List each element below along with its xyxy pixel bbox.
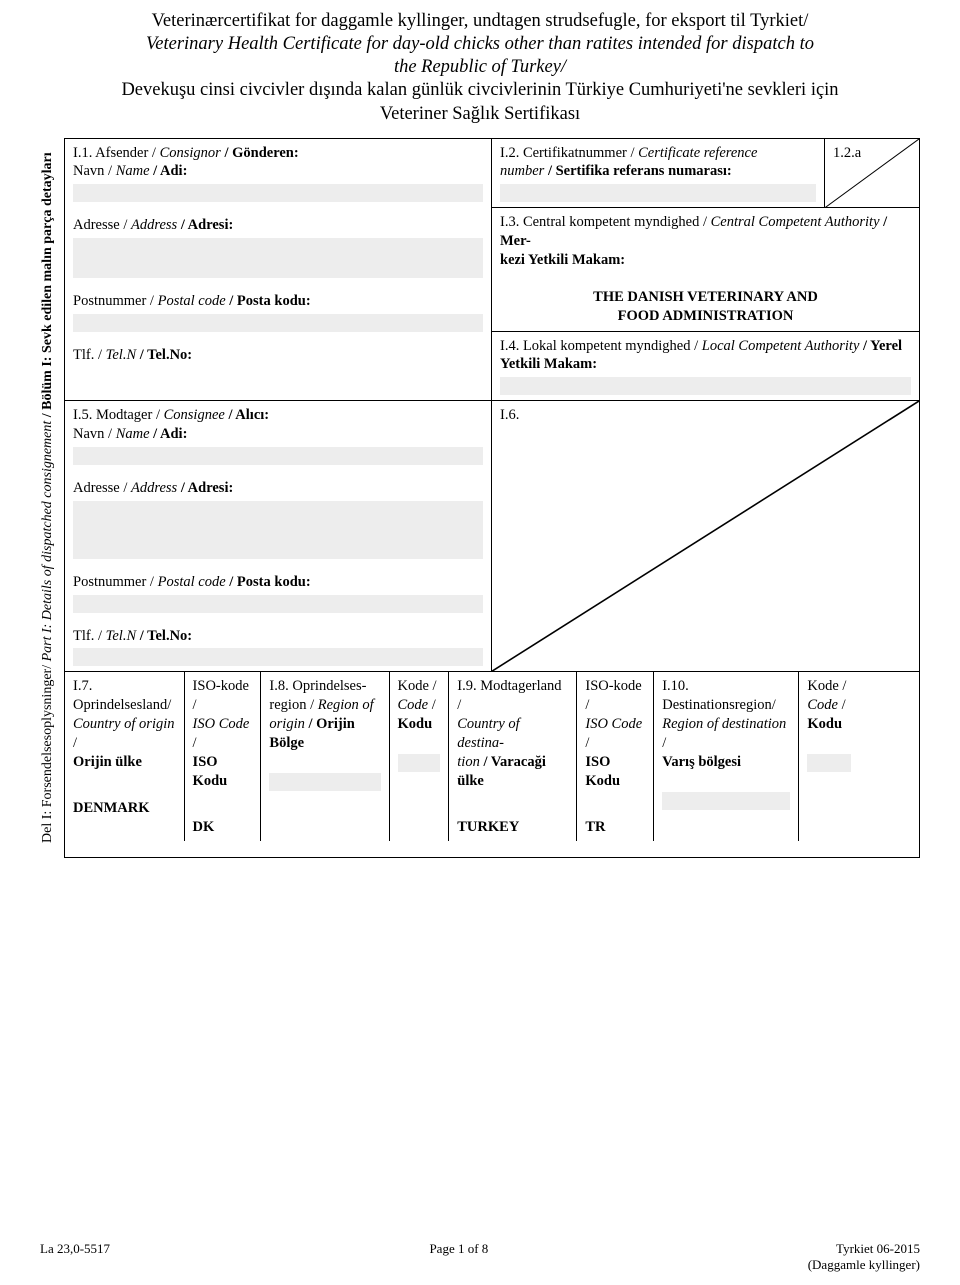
origin-country-value: DENMARK <box>73 800 176 817</box>
footer-right: Tyrkiet 06-2015 (Daggamle kyllinger) <box>808 1241 920 1273</box>
consignee-name-input[interactable] <box>73 447 483 465</box>
dest-region-input[interactable] <box>662 792 790 810</box>
cert-reference-input[interactable] <box>500 184 816 202</box>
dest-country-value: TURKEY <box>457 819 568 836</box>
dest-region-code-input[interactable] <box>807 754 851 772</box>
box-i2-cert-ref: I.2. Certifikatnummer / Certificate refe… <box>492 139 825 209</box>
sidebar-da: Del I: Forsendelsesoplysninger/ <box>40 665 55 843</box>
box-i7-iso: ISO-kode / ISO Code / ISO Kodu DK <box>185 672 262 840</box>
title-en2: the Republic of Turkey/ <box>394 57 566 77</box>
consignor-postal-input[interactable] <box>73 314 483 332</box>
title-tr1: Devekuşu cinsi civcivler dışında kalan g… <box>121 80 838 100</box>
box-i2a: 1.2.a <box>825 139 919 209</box>
box-i10-code: Kode / Code / Kodu <box>799 672 859 840</box>
box-i8-code: Kode / Code / Kodu <box>390 672 450 840</box>
origin-region-code-input[interactable] <box>398 754 441 772</box>
consignee-address-input[interactable] <box>73 501 483 559</box>
box-i5-consignee: I.5. Modtager / Consignee / Alıcı: Navn … <box>65 401 492 672</box>
consignor-address-input[interactable] <box>73 238 483 278</box>
box-i1-consignor: I.1. Afsender / Consignor / Gönderen: Na… <box>65 139 492 402</box>
title-da: Veterinærcertifikat for daggamle kylling… <box>152 11 809 31</box>
consignor-name-input[interactable] <box>73 184 483 202</box>
title-tr2: Veteriner Sağlık Sertifikası <box>380 104 580 124</box>
footer-center: Page 1 of 8 <box>429 1241 488 1273</box>
box-i9-dest-country: I.9. Modtagerland / Country of destina- … <box>449 672 577 840</box>
box-i10-dest-region: I.10. Destinationsregion/ Region of dest… <box>654 672 799 840</box>
box-i3-central-auth: I.3. Central kompetent myndighed / Centr… <box>492 208 919 331</box>
sidebar-tr: / Bölüm I: Sevk edilen malın parça detay… <box>40 152 55 417</box>
box-i9-iso: ISO-kode / ISO Code / ISO Kodu TR <box>577 672 654 840</box>
local-auth-input[interactable] <box>500 377 911 395</box>
page-footer: La 23,0-5517 Page 1 of 8 Tyrkiet 06-2015… <box>40 1241 920 1273</box>
consignee-postal-input[interactable] <box>73 595 483 613</box>
consignee-tel-input[interactable] <box>73 648 483 666</box>
form-container: I.1. Afsender / Consignor / Gönderen: Na… <box>64 138 920 858</box>
footer-left: La 23,0-5517 <box>40 1241 110 1273</box>
origin-iso-value: DK <box>193 819 253 836</box>
sidebar-en: Part I: Details of dispatched consigneme… <box>40 421 55 662</box>
right-upper-block: I.2. Certifikatnummer / Certificate refe… <box>492 139 919 402</box>
box-i6: I.6. <box>492 401 919 672</box>
origin-region-input[interactable] <box>269 773 380 791</box>
dest-iso-value: TR <box>585 819 645 836</box>
central-authority-value: THE DANISH VETERINARY AND FOOD ADMINISTR… <box>500 288 911 326</box>
box-i8-origin-region: I.8. Oprindelses- region / Region of ori… <box>261 672 389 840</box>
title-en1: Veterinary Health Certificate for day-ol… <box>146 34 814 54</box>
certificate-title: Veterinærcertifikat for daggamle kylling… <box>40 10 920 126</box>
box-i7-origin-country: I.7. Oprindelsesland/ Country of origin … <box>65 672 185 840</box>
section-sidebar: Del I: Forsendelsesoplysninger/ Part I: … <box>40 138 56 858</box>
box-i4-local-auth: I.4. Lokal kompetent myndighed / Local C… <box>492 332 919 401</box>
